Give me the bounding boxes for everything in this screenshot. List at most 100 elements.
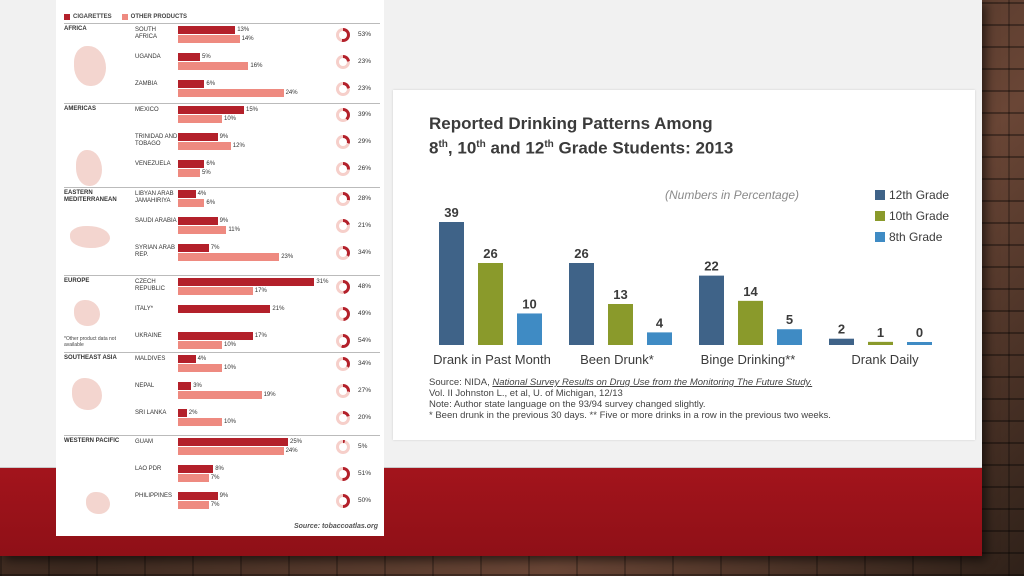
bar-8th-grade	[777, 329, 802, 345]
other-products-value: 10%	[224, 116, 237, 122]
ring-percentage: 23%	[358, 85, 372, 92]
cigarettes-value: 2%	[188, 410, 198, 416]
legend-item: 10th Grade	[875, 205, 949, 226]
ring-percentage: 53%	[358, 31, 372, 38]
legend-label: 12th Grade	[889, 187, 950, 202]
other-products-value: 10%	[224, 342, 237, 348]
ring-percentage: 29%	[358, 138, 372, 145]
percentage-ring	[336, 82, 350, 96]
data-label: 39	[444, 205, 458, 220]
chart-title-line2: 8th, 10th and 12th Grade Students: 2013	[429, 134, 733, 159]
country-label: UGANDA	[135, 54, 161, 60]
other-products-bar	[178, 142, 231, 150]
infographic-source: Source: tobaccoatlas.org	[293, 523, 378, 530]
region-map	[70, 226, 110, 248]
percentage-ring	[336, 28, 350, 42]
percentage-ring	[336, 467, 350, 481]
other-products-value: 7%	[210, 475, 220, 481]
ring-percentage: 39%	[358, 111, 372, 118]
cigarettes-value: 13%	[237, 27, 250, 33]
other-products-value: 23%	[281, 254, 294, 260]
cigarettes-bar	[178, 106, 244, 114]
legend-swatch	[64, 14, 70, 20]
percentage-ring	[336, 411, 350, 425]
percentage-ring	[336, 357, 350, 371]
other-products-bar	[178, 89, 284, 97]
other-products-value: 12%	[232, 143, 245, 149]
percentage-ring	[336, 334, 350, 348]
data-label: 4	[656, 315, 664, 330]
ring-percentage: 48%	[358, 283, 372, 290]
country-label: VENEZUELA	[135, 161, 171, 167]
bar-8th-grade	[907, 342, 932, 345]
divider	[0, 467, 982, 468]
cigarettes-value: 15%	[246, 107, 259, 113]
ring-hole	[339, 165, 347, 173]
cigarettes-bar	[178, 465, 214, 473]
cigarettes-bar	[178, 26, 236, 34]
bar-12th-grade	[439, 222, 464, 345]
cigarettes-value: 25%	[290, 439, 303, 445]
other-products-bar	[178, 35, 240, 43]
region-label: EASTERN MEDITERRANEAN	[64, 190, 117, 203]
other-products-bar	[178, 391, 262, 399]
region-divider	[64, 187, 380, 188]
title-sup: th	[438, 139, 448, 150]
category-label: Drank Daily	[851, 352, 919, 367]
percentage-ring	[336, 307, 350, 321]
percentage-ring	[336, 108, 350, 122]
region-divider	[64, 103, 380, 104]
country-label: UKRAINE	[135, 333, 162, 339]
percentage-ring	[336, 162, 350, 176]
cigarettes-value: 9%	[219, 218, 229, 224]
source-footnote: * Been drunk in the previous 30 days. **…	[429, 410, 831, 421]
source-link[interactable]: National Survey Results on Drug Use from…	[492, 377, 813, 388]
bar-12th-grade	[829, 338, 854, 345]
ring-hole	[339, 360, 347, 368]
data-label: 26	[483, 246, 497, 261]
country-label: LIBYAN ARAB JAMAHIRIYA	[135, 191, 174, 204]
other-products-bar	[178, 447, 284, 455]
cigarettes-bar	[178, 438, 288, 446]
other-products-bar	[178, 62, 249, 70]
cigarettes-bar	[178, 190, 196, 198]
legend-label: 8th Grade	[889, 229, 943, 244]
ring-hole	[339, 138, 347, 146]
cigarettes-bar	[178, 133, 218, 141]
data-label: 5	[786, 312, 793, 327]
percentage-ring	[336, 246, 350, 260]
chart-panel: Reported Drinking Patterns Among 8th, 10…	[393, 90, 975, 440]
country-label: LAO PDR	[135, 466, 162, 472]
cigarettes-value: 4%	[197, 191, 207, 197]
title-part: and 12	[485, 138, 545, 158]
ring-percentage: 23%	[358, 58, 372, 65]
ring-hole	[339, 195, 347, 203]
country-label: SRI LANKA	[135, 410, 167, 416]
chart-subtitle: (Numbers in Percentage)	[665, 188, 800, 202]
region-map	[72, 378, 102, 410]
bar-10th-grade	[608, 304, 633, 345]
bar-12th-grade	[569, 263, 594, 345]
other-products-bar	[178, 199, 205, 207]
other-products-value: 17%	[254, 288, 267, 294]
source-prefix: Source: NIDA,	[429, 377, 493, 388]
country-label: SOUTH AFRICA	[135, 27, 158, 40]
country-label: ITALY*	[135, 306, 154, 312]
footnote: *Other product data not available	[64, 336, 116, 348]
other-products-bar	[178, 253, 280, 261]
cigarettes-bar	[178, 332, 253, 340]
data-label: 13	[613, 287, 627, 302]
other-products-bar	[178, 115, 222, 123]
chart-title: Reported Drinking Patterns Among 8th, 10…	[429, 113, 733, 159]
cigarettes-value: 6%	[206, 161, 216, 167]
other-products-bar	[178, 474, 209, 482]
other-products-value: 16%	[250, 63, 263, 69]
ring-percentage: 34%	[358, 360, 372, 367]
cigarettes-bar	[178, 409, 187, 417]
data-label: 14	[743, 284, 758, 299]
percentage-ring	[336, 55, 350, 69]
country-label: MALDIVES	[135, 356, 166, 362]
title-sup: th	[476, 139, 486, 150]
ring-hole	[339, 31, 347, 39]
